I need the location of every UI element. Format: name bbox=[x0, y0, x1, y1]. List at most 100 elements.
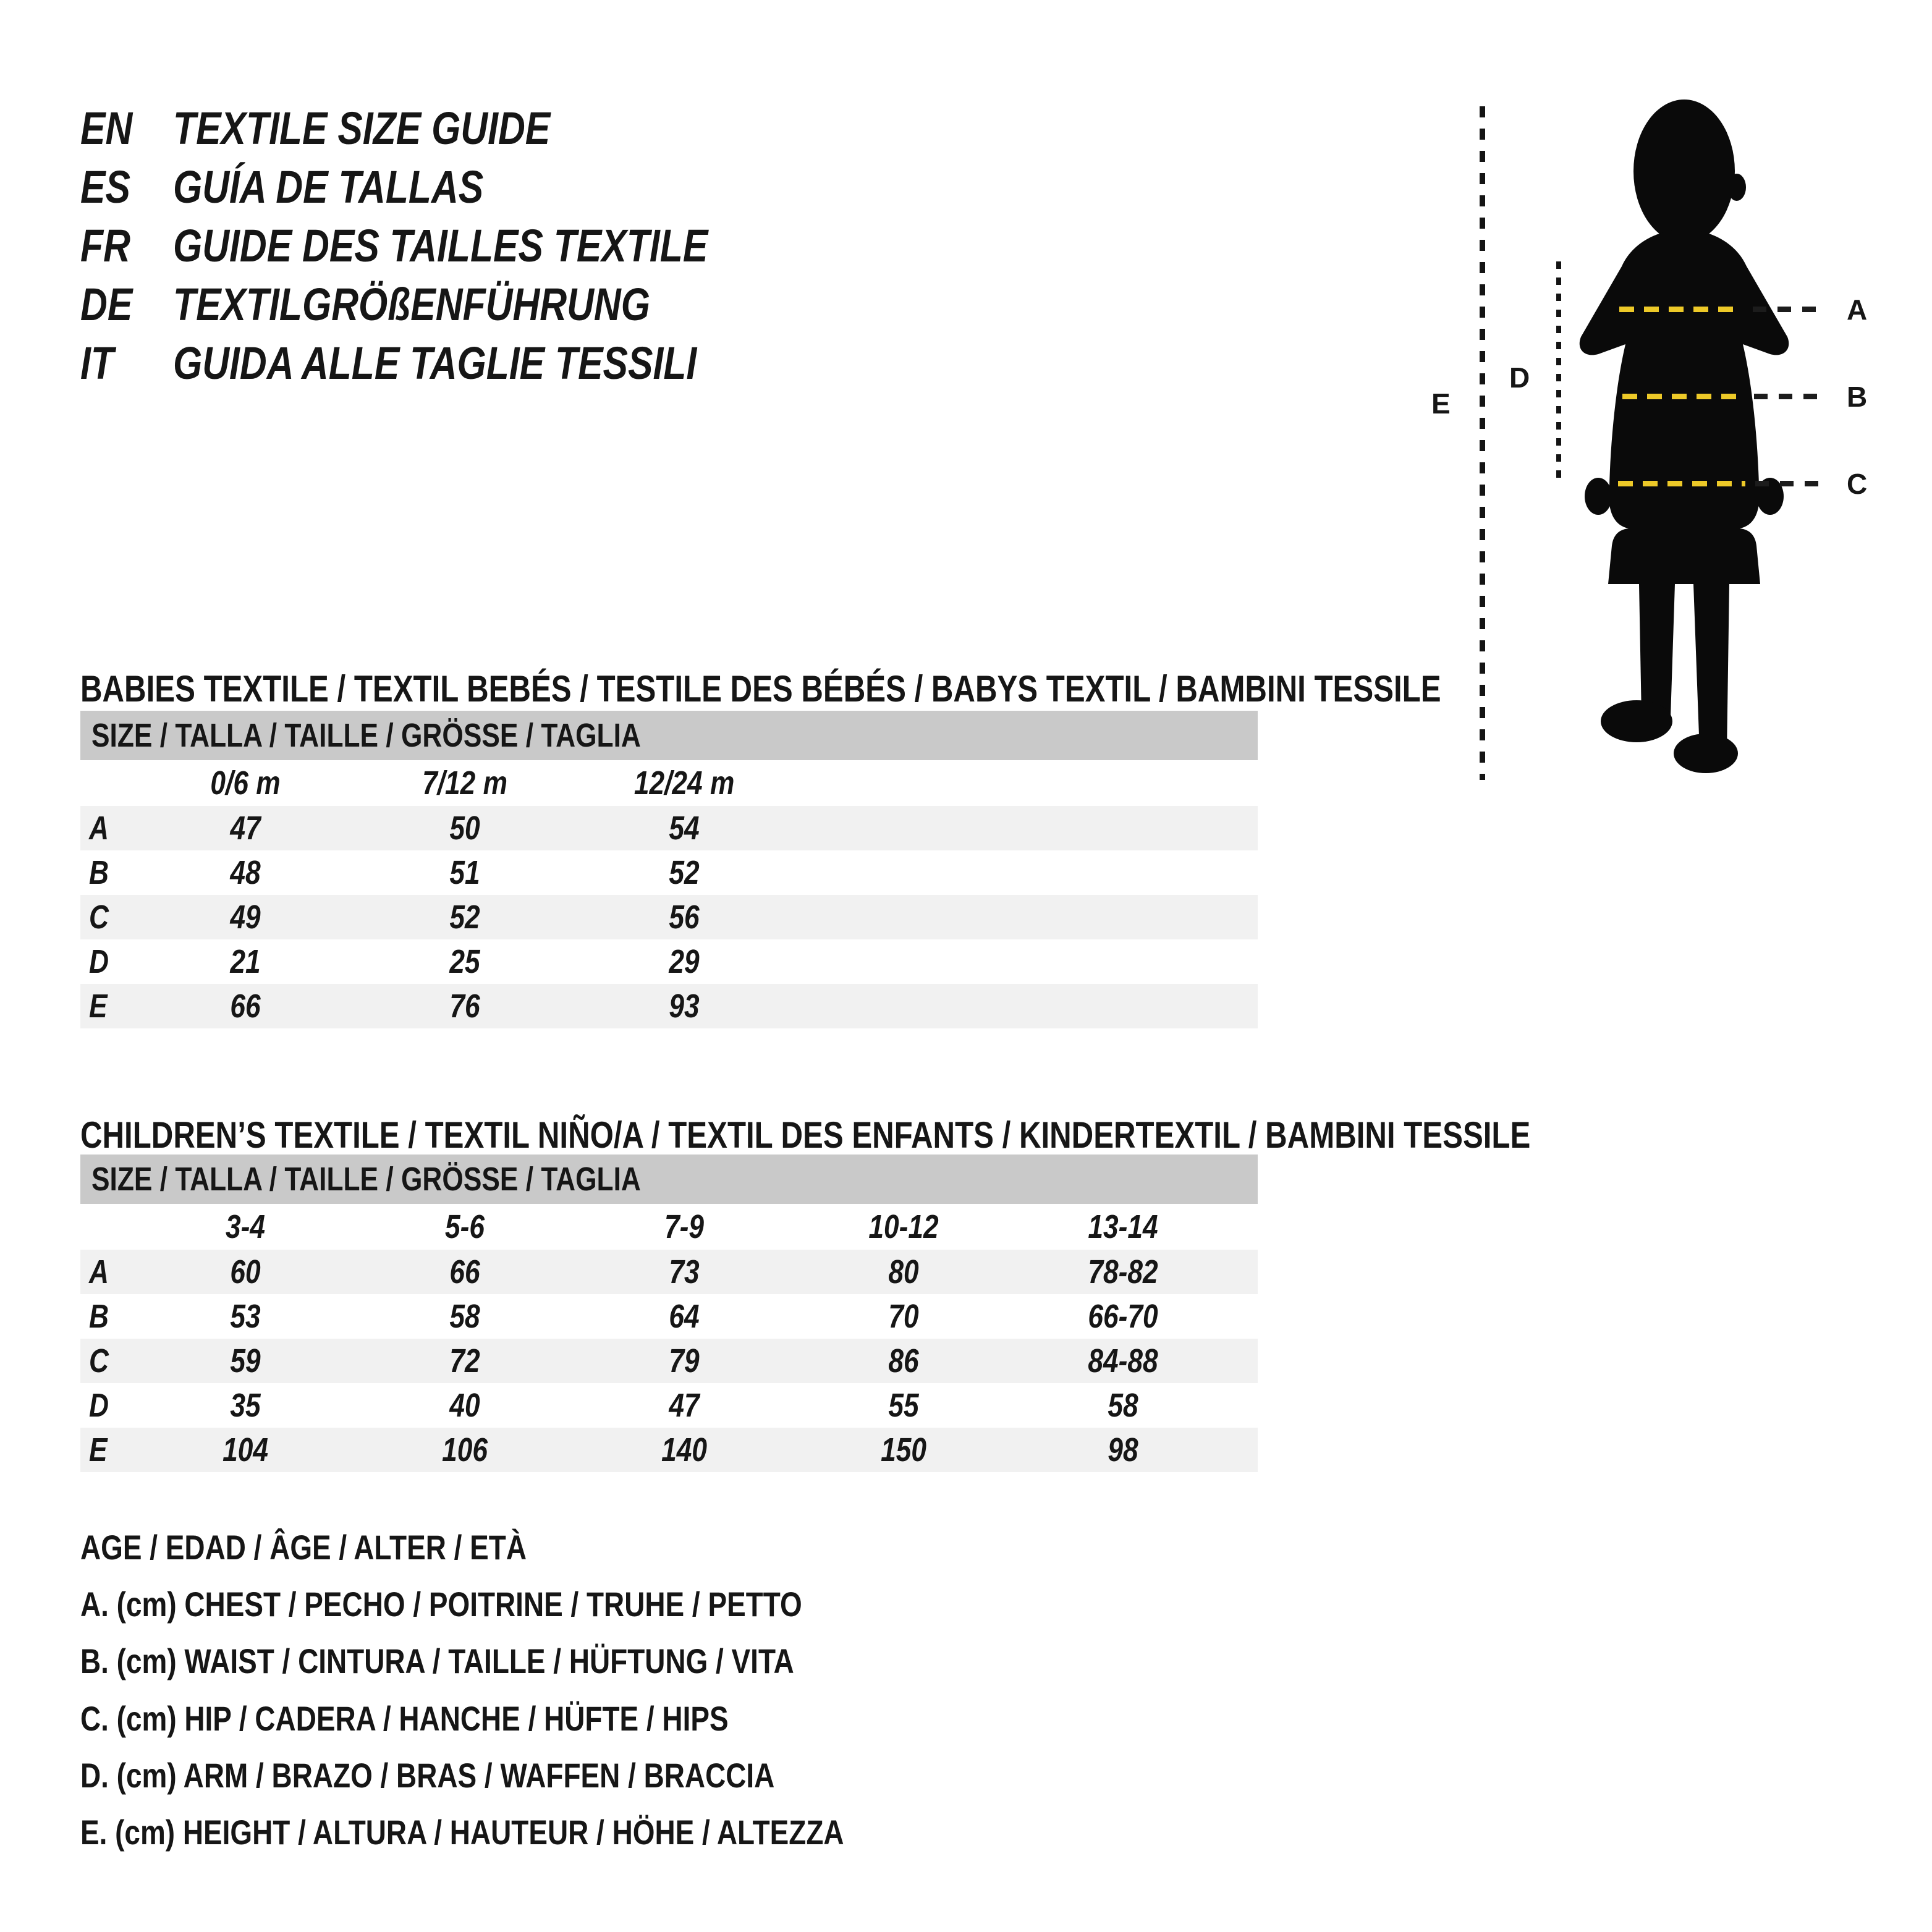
row-label: C bbox=[80, 898, 136, 936]
table-row: C 49 52 56 bbox=[80, 895, 1258, 939]
lang-title-es: GUÍA DE TALLAS bbox=[173, 161, 552, 213]
table-cell: 66 bbox=[136, 987, 355, 1025]
cell-value: 48 bbox=[230, 854, 261, 891]
col-header: 3-4 bbox=[136, 1208, 355, 1246]
language-title-list: EN TEXTILE SIZE GUIDE ES GUÍA DE TALLAS … bbox=[80, 99, 825, 392]
col-header: 10-12 bbox=[794, 1208, 1014, 1246]
legend-chest: A. (cm) CHEST / PECHO / POITRINE / TRUHE… bbox=[80, 1583, 960, 1624]
table-cell: 140 bbox=[575, 1431, 794, 1469]
table-row: E 66 76 93 bbox=[80, 984, 1258, 1028]
legend-height-text: E. (cm) HEIGHT / ALTURA / HAUTEUR / HÖHE… bbox=[80, 1812, 844, 1852]
cell-value: 52 bbox=[669, 854, 700, 891]
arm-d-dotted-line bbox=[1556, 261, 1561, 479]
cell-value: 53 bbox=[230, 1298, 261, 1335]
legend-chest-text: A. (cm) CHEST / PECHO / POITRINE / TRUHE… bbox=[80, 1584, 802, 1624]
cell-value: 58 bbox=[449, 1298, 481, 1335]
row-label: C bbox=[80, 1342, 136, 1380]
table-cell: 35 bbox=[136, 1386, 355, 1425]
row-label: A bbox=[80, 809, 136, 847]
col-header: 7-9 bbox=[575, 1208, 794, 1246]
legend-arm: D. (cm) ARM / BRAZO / BRAS / WAFFEN / BR… bbox=[80, 1755, 927, 1795]
cell-value: 80 bbox=[888, 1253, 920, 1290]
figure-label-d: D bbox=[1509, 362, 1530, 394]
row-label: B bbox=[80, 854, 136, 892]
table-cell: 66-70 bbox=[1014, 1297, 1233, 1336]
row-label-text: B bbox=[89, 854, 109, 891]
cell-value: 60 bbox=[230, 1253, 261, 1290]
cell-value: 86 bbox=[888, 1342, 920, 1379]
col-header-text: 5-6 bbox=[445, 1208, 485, 1245]
row-label-text: D bbox=[89, 943, 109, 980]
table-row: D 35 40 47 55 58 bbox=[80, 1383, 1258, 1428]
height-e-dotted-line bbox=[1480, 106, 1485, 780]
col-header-text: 13-14 bbox=[1088, 1208, 1159, 1245]
cell-value: 66 bbox=[230, 988, 261, 1025]
table-cell: 52 bbox=[355, 898, 575, 936]
lang-title-text: TEXTILE SIZE GUIDE bbox=[173, 103, 551, 154]
table-cell: 106 bbox=[355, 1431, 575, 1469]
table-cell: 70 bbox=[794, 1297, 1014, 1336]
table-cell: 72 bbox=[355, 1342, 575, 1380]
cell-value: 40 bbox=[449, 1387, 481, 1424]
babies-column-header-row: 0/6 m 7/12 m 12/24 m bbox=[80, 760, 1258, 806]
col-header: 5-6 bbox=[355, 1208, 575, 1246]
legend-hip: C. (cm) HIP / CADERA / HANCHE / HÜFTE / … bbox=[80, 1698, 871, 1739]
cell-value: 59 bbox=[230, 1342, 261, 1379]
col-header-text: 10-12 bbox=[868, 1208, 939, 1245]
row-label-text: B bbox=[89, 1298, 109, 1335]
cell-value: 21 bbox=[230, 943, 261, 980]
figure-label-c: C bbox=[1847, 468, 1868, 500]
table-cell: 51 bbox=[355, 854, 575, 892]
cell-value: 29 bbox=[669, 943, 700, 980]
cell-value: 52 bbox=[449, 899, 481, 936]
lang-row-en: EN TEXTILE SIZE GUIDE bbox=[80, 99, 825, 158]
lang-code-de: DE bbox=[80, 278, 173, 331]
cell-value: 70 bbox=[888, 1298, 920, 1335]
lang-title-de: TEXTILGRÖßENFÜHRUNG bbox=[173, 278, 755, 331]
col-header-text: 12/24 m bbox=[634, 765, 735, 802]
legend-height: E. (cm) HEIGHT / ALTURA / HAUTEUR / HÖHE… bbox=[80, 1811, 1012, 1852]
babies-section-title: BABIES TEXTILE / TEXTIL BEBÉS / TESTILE … bbox=[80, 666, 1740, 712]
hip-c-leader-line bbox=[1755, 481, 1826, 486]
cell-value: 104 bbox=[222, 1431, 269, 1468]
row-label: E bbox=[80, 1431, 136, 1469]
row-label: B bbox=[80, 1297, 136, 1336]
table-row: B 53 58 64 70 66-70 bbox=[80, 1294, 1258, 1339]
row-label-text: A bbox=[89, 810, 109, 847]
babies-size-table: SIZE / TALLA / TAILLE / GRÖSSE / TAGLIA … bbox=[80, 711, 1258, 1028]
lang-code-it: IT bbox=[80, 337, 173, 389]
figure-label-e: E bbox=[1431, 388, 1451, 420]
cell-value: 66 bbox=[449, 1253, 481, 1290]
table-row: E 104 106 140 150 98 bbox=[80, 1428, 1258, 1472]
lang-row-fr: FR GUIDE DES TAILLES TEXTILE bbox=[80, 216, 825, 275]
lang-row-it: IT GUIDA ALLE TAGLIE TESSILI bbox=[80, 334, 825, 392]
table-cell: 25 bbox=[355, 943, 575, 981]
child-silhouette-icon bbox=[1579, 100, 1789, 773]
table-cell: 47 bbox=[575, 1386, 794, 1425]
cell-value: 25 bbox=[449, 943, 481, 980]
col-header: 0/6 m bbox=[136, 764, 355, 802]
table-cell: 66 bbox=[355, 1253, 575, 1291]
table-row: D 21 25 29 bbox=[80, 939, 1258, 984]
table-row: A 60 66 73 80 78-82 bbox=[80, 1250, 1258, 1294]
legend-hip-text: C. (cm) HIP / CADERA / HANCHE / HÜFTE / … bbox=[80, 1698, 729, 1738]
table-cell: 48 bbox=[136, 854, 355, 892]
hip-c-dash-line bbox=[1618, 481, 1745, 486]
table-cell: 58 bbox=[355, 1297, 575, 1336]
children-size-table: SIZE / TALLA / TAILLE / GRÖSSE / TAGLIA … bbox=[80, 1155, 1258, 1472]
lang-code-text: FR bbox=[80, 220, 130, 271]
table-cell: 47 bbox=[136, 809, 355, 847]
lang-row-de: DE TEXTILGRÖßENFÜHRUNG bbox=[80, 275, 825, 334]
cell-value: 106 bbox=[442, 1431, 488, 1468]
cell-value: 78-82 bbox=[1088, 1253, 1159, 1290]
col-header-text: 7/12 m bbox=[422, 765, 508, 802]
babies-table-header-text: SIZE / TALLA / TAILLE / GRÖSSE / TAGLIA bbox=[91, 717, 641, 754]
cell-value: 79 bbox=[669, 1342, 700, 1379]
table-cell: 55 bbox=[794, 1386, 1014, 1425]
cell-value: 55 bbox=[888, 1387, 920, 1424]
table-cell: 86 bbox=[794, 1342, 1014, 1380]
lang-code-es: ES bbox=[80, 161, 173, 213]
cell-value: 76 bbox=[449, 988, 481, 1025]
table-row: C 59 72 79 86 84-88 bbox=[80, 1339, 1258, 1383]
legend-waist-text: B. (cm) WAIST / CINTURA / TAILLE / HÜFTU… bbox=[80, 1641, 794, 1680]
